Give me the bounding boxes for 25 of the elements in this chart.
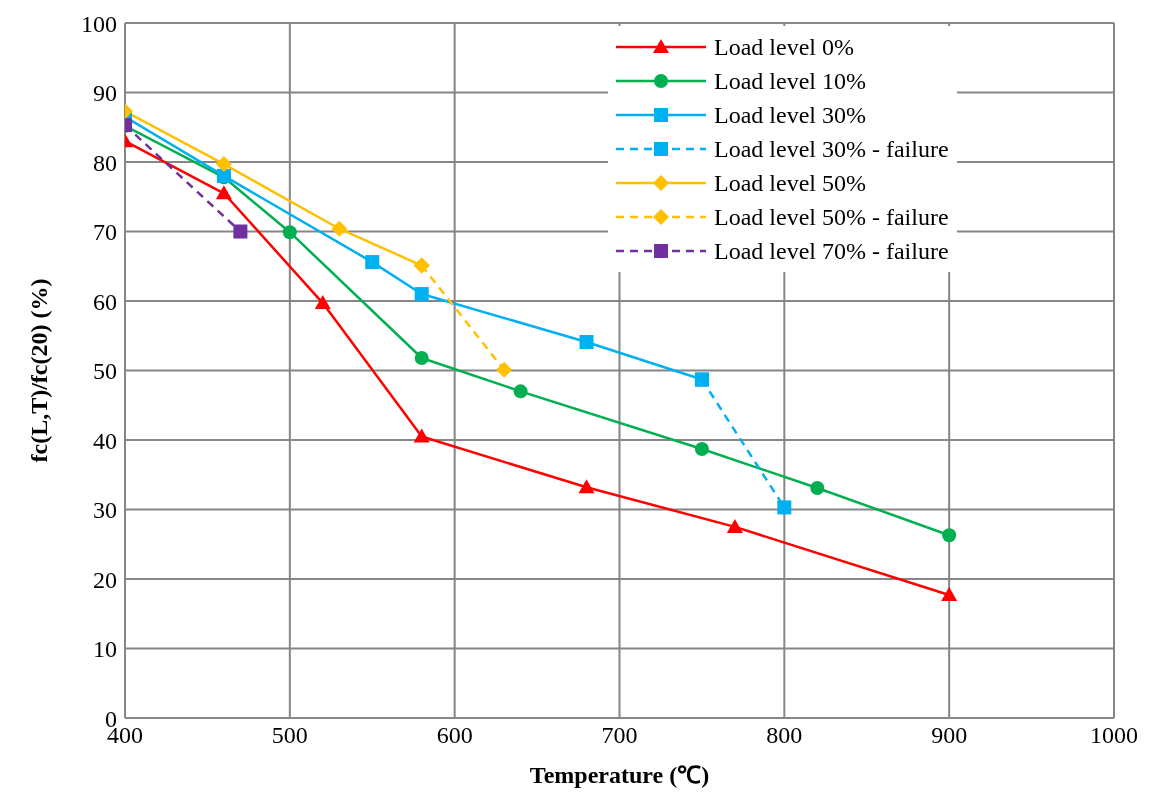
x-axis-title: Temperature (℃): [529, 762, 710, 788]
y-tick-label: 30: [93, 497, 117, 524]
x-tick-label: 900: [931, 722, 968, 749]
y-tick-label: 70: [93, 219, 117, 246]
y-tick-label: 50: [93, 358, 117, 385]
x-tick-label: 600: [436, 722, 473, 749]
y-tick-label: 80: [93, 149, 117, 176]
legend-label: Load level 30% - failure: [714, 135, 949, 163]
y-tick-label: 100: [81, 10, 117, 37]
y-axis-title: fc(L,T)/fc(20) (%): [25, 278, 52, 463]
y-tick-label: 20: [93, 566, 117, 593]
legend-label: Load level 10%: [714, 67, 866, 95]
x-tick-label: 1000: [1090, 722, 1138, 749]
y-tick-label: 90: [93, 80, 117, 107]
x-tick-label: 800: [766, 722, 803, 749]
y-tick-label: 60: [93, 288, 117, 315]
y-tick-label: 40: [93, 427, 117, 454]
x-tick-label: 700: [601, 722, 638, 749]
legend-label: Load level 30%: [714, 101, 866, 129]
legend-label: Load level 50% - failure: [714, 203, 949, 231]
x-tick-label: 500: [271, 722, 308, 749]
y-tick-label: 10: [93, 636, 117, 663]
legend-label: Load level 70% - failure: [714, 237, 949, 265]
legend-label: Load level 50%: [714, 169, 866, 197]
legend-label: Load level 0%: [714, 33, 854, 61]
